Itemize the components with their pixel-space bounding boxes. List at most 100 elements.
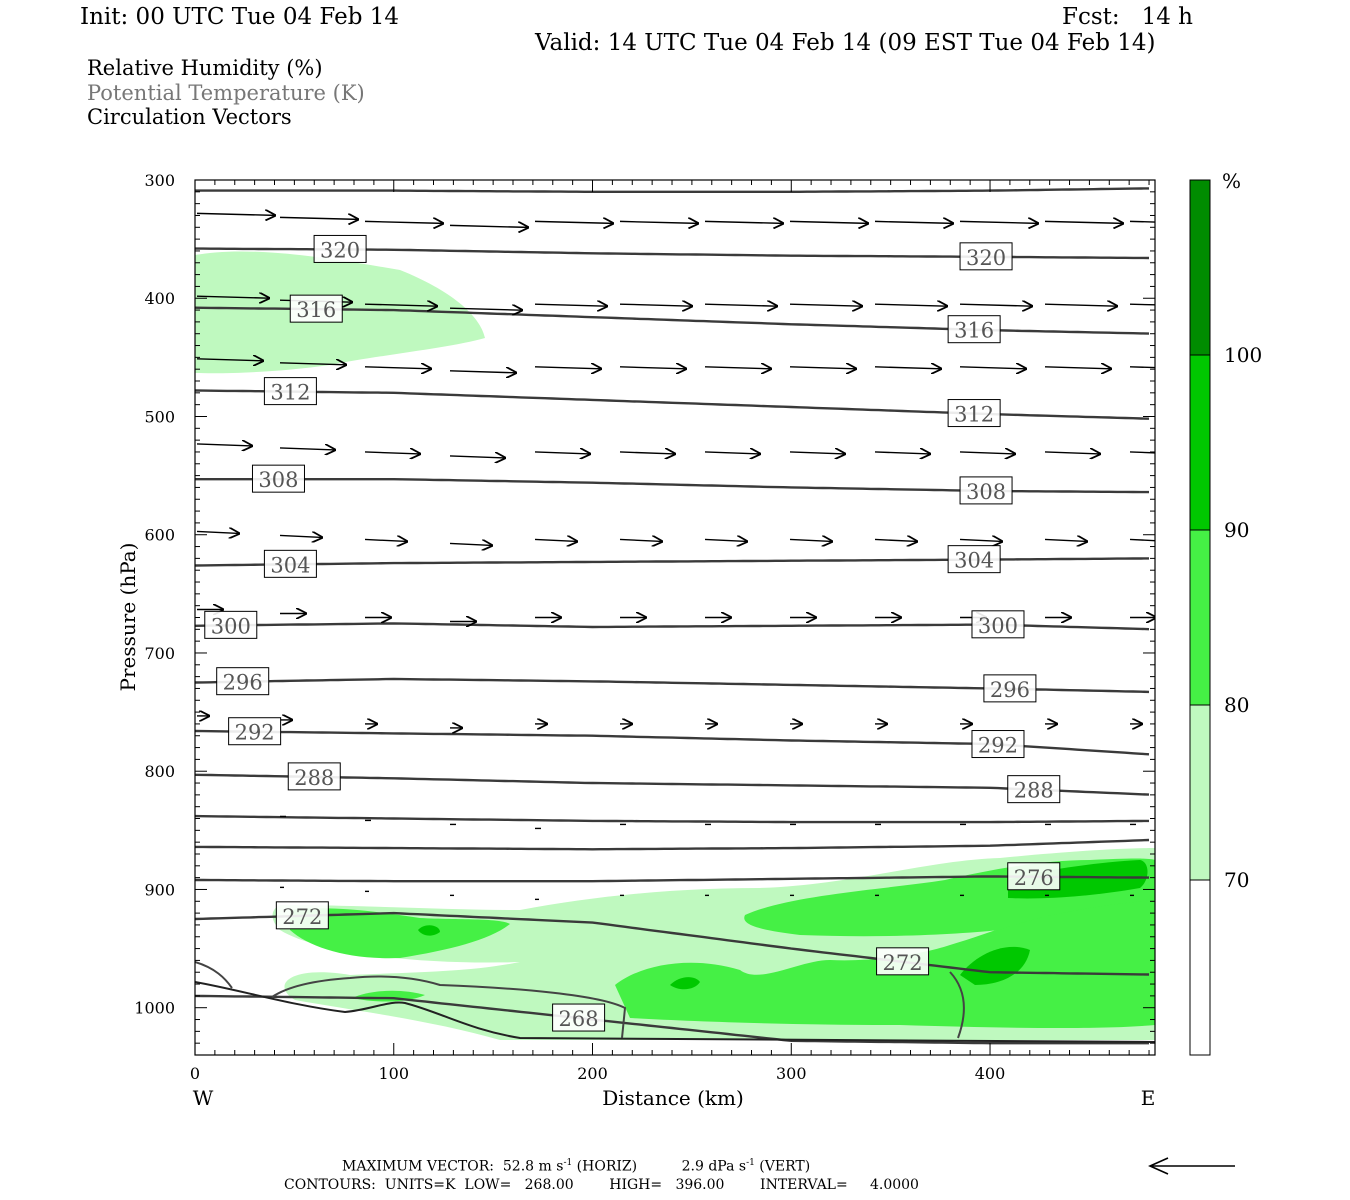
contour-label-320: 320 xyxy=(966,246,1006,270)
wind-vector xyxy=(704,304,777,306)
wind-vector xyxy=(196,359,263,361)
contour-label-276: 276 xyxy=(1014,866,1054,890)
contour-label-292: 292 xyxy=(978,734,1018,758)
colorbar: % 70 80 90 100 xyxy=(1189,169,1262,1056)
contours-info-line: CONTOURS: UNITS=K LOW= 268.00 HIGH= 396.… xyxy=(284,1177,919,1193)
vert-tag: (VERT) xyxy=(759,1158,811,1175)
wind-vector xyxy=(1129,220,1155,223)
wind-vector xyxy=(364,221,443,223)
wind-vector xyxy=(704,221,783,223)
x-axis-west-label: W xyxy=(193,1086,214,1110)
contour-label-296: 296 xyxy=(223,671,263,695)
wind-vector xyxy=(279,448,335,450)
contour-label-308: 308 xyxy=(258,468,298,492)
horiz-tag: (HORIZ) xyxy=(576,1158,638,1175)
colorbar-unit: % xyxy=(1222,169,1241,193)
wind-vector xyxy=(196,213,275,215)
theta-contour-288 xyxy=(195,773,1150,796)
rh-80-left xyxy=(290,908,510,959)
wind-vector xyxy=(534,367,601,369)
wind-vector xyxy=(704,539,747,541)
field-circulation-vectors: Circulation Vectors xyxy=(87,105,292,129)
theta-contour-324 xyxy=(195,187,1150,193)
contour-label-312: 312 xyxy=(954,403,994,427)
contour-label-box xyxy=(971,730,1025,759)
contour-label-box xyxy=(947,545,1001,574)
y-axis-title: Pressure (hPa) xyxy=(116,543,140,692)
x-tick-label: 400 xyxy=(975,1064,1006,1083)
wind-vector xyxy=(196,531,239,533)
wind-vector xyxy=(449,308,522,310)
rh-shading xyxy=(195,251,1155,1040)
contour-label-300: 300 xyxy=(211,614,251,638)
theta-contour-west-edge xyxy=(195,961,233,989)
wind-vector xyxy=(959,221,1038,223)
rh-90-c xyxy=(670,977,700,990)
wind-vector xyxy=(619,221,698,223)
y-tick-label: 900 xyxy=(144,880,175,899)
contour-label-box xyxy=(959,242,1013,271)
contour-label-312: 312 xyxy=(270,381,310,405)
wind-vector xyxy=(449,225,528,227)
wind-vector xyxy=(364,304,437,306)
x-tick-label: 200 xyxy=(577,1064,608,1083)
contour-label-box xyxy=(983,674,1037,703)
wind-vector xyxy=(619,367,686,369)
circulation-vectors xyxy=(196,213,1155,901)
wind-vector xyxy=(449,543,492,545)
wind-vector xyxy=(619,452,675,454)
contour-label-box xyxy=(947,399,1001,428)
colorbar-label-100: 100 xyxy=(1224,343,1262,367)
wind-vector xyxy=(1044,452,1100,454)
theta-contour-284 xyxy=(195,814,1150,824)
max-vector-line: MAXIMUM VECTOR: 52.8 m s-1 (HORIZ) 2.9 d… xyxy=(342,1158,810,1175)
wind-vector xyxy=(1129,538,1155,542)
x-tick-label: 100 xyxy=(378,1064,409,1083)
wind-vector xyxy=(364,452,420,454)
contour-label-320: 320 xyxy=(320,238,360,262)
contour-label-288: 288 xyxy=(1014,779,1054,803)
vert-max-value: 2.9 dPa s xyxy=(681,1158,747,1175)
contour-label-272: 272 xyxy=(883,951,923,975)
contour-label-box xyxy=(216,667,270,696)
colorbar-above-100 xyxy=(1189,179,1211,356)
wind-vector xyxy=(364,539,407,541)
colorbar-below-70 xyxy=(1189,879,1211,1056)
contour-label-box xyxy=(971,610,1025,639)
contour-label-316: 316 xyxy=(954,319,994,343)
theta-contour-272-dip xyxy=(949,971,965,1039)
theta-contour-272 xyxy=(195,911,1150,976)
contour-label-box xyxy=(275,901,329,930)
wind-vector xyxy=(789,367,856,369)
wind-vector xyxy=(874,304,947,306)
x-tick-label: 300 xyxy=(776,1064,807,1083)
wind-vector xyxy=(619,304,692,306)
wind-vector xyxy=(704,452,760,454)
horiz-exponent: -1 xyxy=(563,1158,573,1168)
wind-vector xyxy=(196,296,269,298)
x-axis-east-label: E xyxy=(1141,1086,1156,1110)
wind-vector xyxy=(534,304,607,306)
wind-vector xyxy=(1129,366,1155,369)
wind-vector xyxy=(789,221,868,223)
theta-contour-labels: 320 320 316 316 312 312 308 308 304 304 300 300 296 2… xyxy=(204,234,1061,1032)
wind-vector xyxy=(279,217,358,219)
contour-label-box xyxy=(552,1003,606,1032)
wind-vector xyxy=(449,371,516,373)
contour-label-288: 288 xyxy=(294,766,334,790)
y-tick-label: 700 xyxy=(144,644,175,663)
theta-contour-268-inner xyxy=(271,975,627,1039)
y-tick-label: 500 xyxy=(144,407,175,426)
wind-vector xyxy=(789,452,845,454)
colorbar-label-70: 70 xyxy=(1224,868,1249,892)
colorbar-70-80 xyxy=(1189,704,1211,881)
reference-vector-arrow xyxy=(1148,1157,1235,1175)
valid-time: Valid: 14 UTC Tue 04 Feb 14 (09 EST Tue … xyxy=(535,30,1156,56)
wind-vector xyxy=(1129,303,1155,306)
wind-vector xyxy=(534,452,590,454)
axes: 300 400 500 600 700 800 900 1000 0 100 200 300 400 xyxy=(134,171,1155,1083)
contour-label-box xyxy=(204,610,258,639)
theta-contour-312 xyxy=(195,389,1150,420)
forecast-hour: Fcst: 14 h xyxy=(1062,4,1193,30)
